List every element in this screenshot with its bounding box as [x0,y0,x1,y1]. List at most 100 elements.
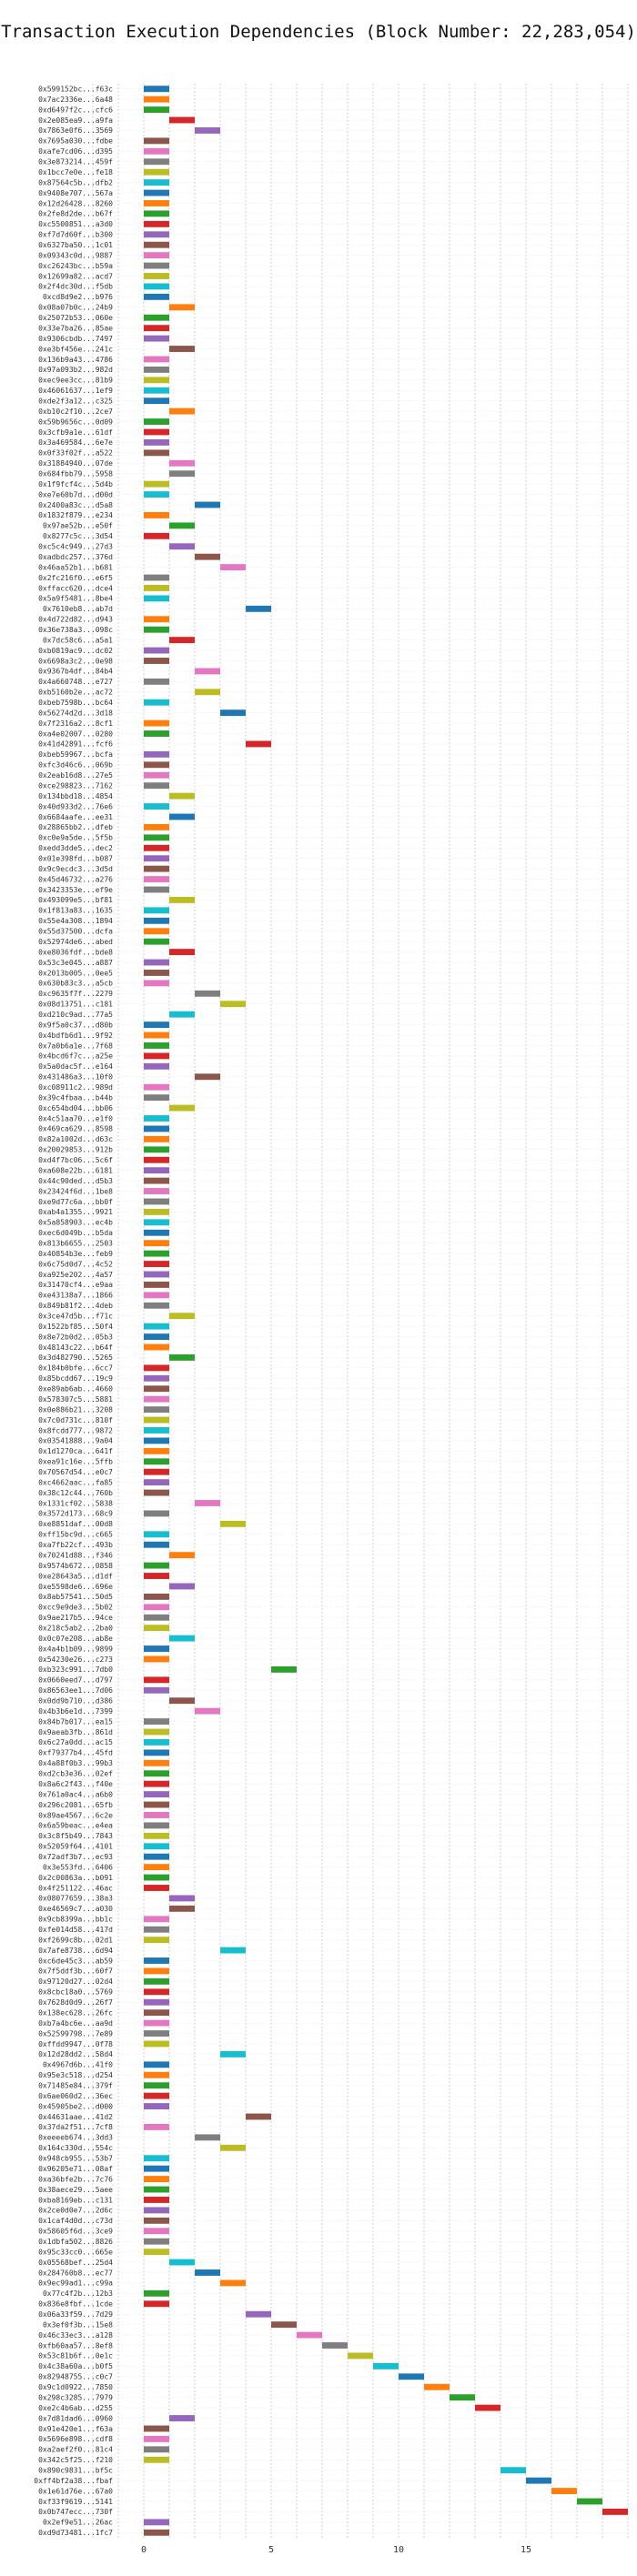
y-tick-label: 0xf79377b4...45fd [38,1749,113,1757]
dependency-bar [144,1031,169,1039]
dependency-bar [144,1864,169,1871]
dependency-bar [144,658,169,664]
y-tick-label: 0x46061637...1ef9 [38,387,113,395]
y-tick-label: 0x82a1002d...d63c [38,1135,113,1143]
dependency-bar [144,491,169,498]
dependency-bar [144,2217,169,2224]
dependency-bar [144,2030,169,2037]
y-tick-label: 0x469ca629...8598 [38,1125,113,1133]
y-tick-label: 0xe89ab6ab...4660 [38,1385,113,1394]
dependency-bar [195,1073,220,1081]
dependency-bar [144,1614,169,1621]
y-tick-label: 0x05568bef...25d4 [38,2259,113,2267]
dependency-bar [144,1364,169,1372]
y-tick-label: 0x89ae4567...6c2e [38,1811,113,1819]
y-tick-label: 0x4a88f0b3...99b3 [38,1759,113,1767]
dependency-bar [169,1354,195,1361]
y-tick-label: 0x9c1d0922...7850 [38,2383,113,2391]
y-tick-label: 0x3c8f5b49...7843 [38,1832,113,1840]
dependency-bar [144,1998,169,2006]
dependency-bar [144,418,169,425]
dependency-bar [144,2061,169,2068]
dependency-bar [144,387,169,394]
y-tick-label: 0xec9ee3cc...81b9 [38,377,113,385]
dependency-bar [144,1323,169,1330]
y-tick-label: 0xc9635f7f...2279 [38,990,113,998]
y-tick-label: 0x3cfb9a1e...61df [38,428,113,437]
y-tick-label: 0x7f5ddf3b...60f7 [38,1967,113,1976]
dependency-bar [144,210,169,217]
dependency-bar [144,1208,169,1215]
dependency-bar [169,2259,195,2266]
y-tick-label: 0x1bcc7e0e...fe18 [38,168,113,176]
dependency-bar [144,106,169,114]
y-tick-label: 0x2ce0d0e7...2d6c [38,2207,113,2215]
dependency-bar [195,127,220,134]
y-tick-label: 0xe3bf456e...241c [38,345,113,353]
y-tick-label: 0x8fcdd777...9872 [38,1426,113,1434]
dependency-bar [195,990,220,997]
y-tick-label: 0x53c81b6f...0e1c [38,2352,113,2360]
dependency-bar [169,1697,195,1705]
dependency-bar [144,1177,169,1184]
dependency-bar [500,2467,526,2474]
y-tick-label: 0x55d37500...dcfa [38,928,113,936]
y-tick-label: 0xea91c16e...5ffb [38,1458,113,1466]
y-tick-label: 0xe2c4b6ab...d255 [38,2404,113,2412]
dependency-bar [144,2249,169,2256]
dependency-bar [144,96,169,103]
y-tick-label: 0x138ec628...26fc [38,2008,113,2017]
y-tick-label: 0xc5500851...a3d0 [38,220,113,228]
y-tick-label: 0x9306cbdb...7497 [38,335,113,343]
y-tick-label: 0x44631aae...41d2 [38,2113,113,2121]
y-tick-label: 0x136b9a43...4786 [38,356,113,364]
y-tick-label: 0xc654bd04...bb06 [38,1104,113,1112]
y-tick-label: 0xc6de45c3...ab59 [38,1957,113,1965]
dependency-bar [144,917,169,924]
y-tick-label: 0x2c00863a...b091 [38,1874,113,1882]
y-tick-label: 0xff4bf2a38...fbaf [34,2477,113,2485]
y-tick-label: 0xd6497f2c...cfc6 [38,106,113,114]
dependency-bar [144,1437,169,1444]
y-tick-label: 0x0e886b21...3208 [38,1405,113,1414]
dependency-bar [144,803,169,810]
dependency-bar [144,1281,169,1288]
dependency-bar [144,2009,169,2017]
y-tick-label: 0x431486a3...10f0 [38,1073,113,1082]
y-tick-label: 0x578307c5...5881 [38,1395,113,1404]
dependency-bar [144,147,169,155]
dependency-bar [450,2394,475,2401]
dependency-bar [169,304,195,311]
dependency-bar [220,1520,246,1527]
dependency-bar [169,346,195,352]
dependency-bar [169,1905,195,1912]
y-tick-label: 0xc4662aac...fa85 [38,1478,113,1486]
y-tick-label: 0x8277c5c...3d54 [43,532,113,540]
dependency-bar [144,1604,169,1611]
y-tick-label: 0xbeb59967...bcfa [38,750,113,759]
y-tick-label: 0x45d46732...a276 [38,875,113,883]
dependency-bar [144,335,169,342]
y-tick-label: 0xadbdc257...376d [38,553,113,561]
y-tick-label: 0x1d1270ca...641f [38,1447,113,1455]
dependency-bar [144,1468,169,1475]
dependency-bar [144,1791,169,1798]
y-tick-label: 0x5a858903...ec4b [38,1219,113,1227]
y-tick-label: 0xba8169eb...c131 [38,2196,113,2204]
dependency-bar [144,2529,169,2536]
y-tick-label: 0x134bbd18...4854 [38,792,113,800]
dependency-bar [144,678,169,685]
y-tick-label: 0xe43138a7...1866 [38,1292,113,1300]
y-tick-label: 0x0f33f02f...a522 [38,449,113,458]
dependency-bar [144,438,169,446]
dependency-bar [169,522,195,529]
y-tick-label: 0x3d482790...5265 [38,1353,113,1362]
y-tick-label: 0x4d722d82...d943 [38,616,113,624]
dependency-bar [144,2155,169,2162]
y-tick-label: 0x12d28dd2...58d4 [38,2050,113,2058]
dependency-bar [144,2123,169,2130]
dependency-bar [144,1541,169,1548]
y-tick-label: 0x20029853...912b [38,1146,113,1154]
dependency-bar [144,1770,169,1777]
y-tick-label: 0xa925e202...4a57 [38,1271,113,1279]
